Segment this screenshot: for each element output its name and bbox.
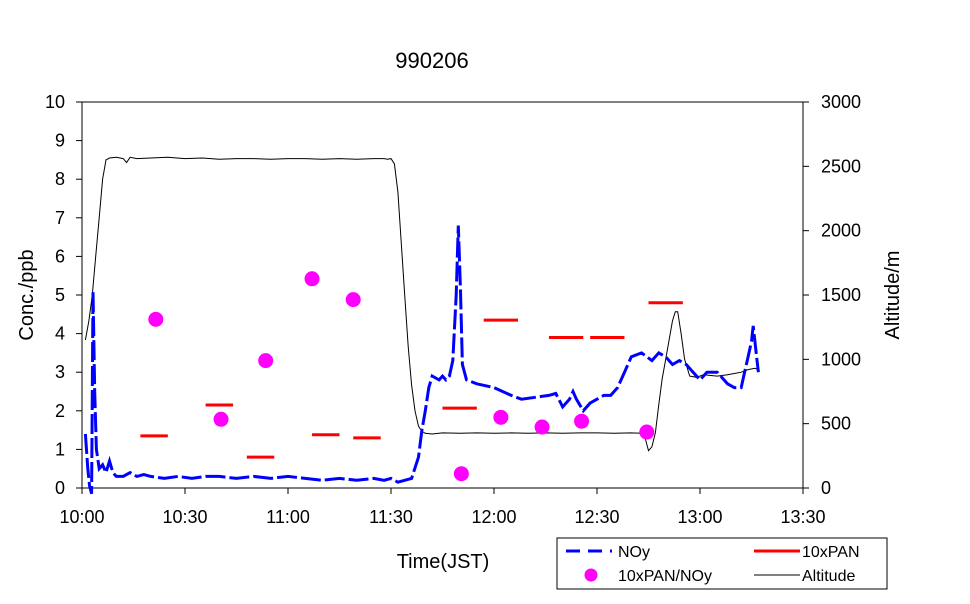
y2-tick-label: 0 bbox=[821, 478, 831, 498]
ratio-point bbox=[453, 466, 469, 482]
y2-tick-label: 2500 bbox=[821, 156, 861, 176]
y-tick-label: 2 bbox=[55, 401, 65, 421]
x-tick-label: 11:00 bbox=[266, 507, 310, 527]
y-axis-left: 0 1 2 3 4 5 6 7 8 9 10 bbox=[45, 92, 82, 498]
y2-tick-label: 2000 bbox=[821, 221, 861, 241]
y2-tick-label: 1500 bbox=[821, 285, 861, 305]
legend-label-ratio: 10xPAN/NOy bbox=[618, 568, 712, 585]
ratio-point bbox=[258, 353, 274, 369]
x-tick-label: 10:00 bbox=[59, 507, 104, 527]
legend: NOy 10xPAN 10xPAN/NOy Altitude bbox=[556, 537, 888, 590]
legend-swatch-ratio bbox=[584, 568, 598, 582]
legend-label-altitude: Altitude bbox=[802, 568, 855, 585]
x-axis: 10:00 10:30 11:00 11:30 12:00 12:30 13:00 13:30 bbox=[59, 488, 826, 527]
y-tick-label: 10 bbox=[45, 92, 65, 112]
noy-line bbox=[83, 225, 760, 495]
legend-label-pan: 10xPAN bbox=[802, 544, 860, 561]
x-tick-label: 10:30 bbox=[162, 507, 207, 527]
ratio-point bbox=[148, 311, 164, 327]
y-tick-label: 6 bbox=[55, 246, 65, 266]
y-tick-label: 0 bbox=[55, 478, 65, 498]
chart-title: 990206 bbox=[395, 48, 468, 73]
x-tick-label: 13:30 bbox=[780, 507, 825, 527]
y2-tick-label: 500 bbox=[821, 414, 851, 434]
legend-box bbox=[556, 537, 888, 590]
plot-series bbox=[83, 156, 760, 495]
y-axis-label: Conc./ppb bbox=[16, 249, 38, 340]
y-tick-label: 4 bbox=[55, 324, 65, 344]
x-tick-label: 12:00 bbox=[471, 507, 516, 527]
x-tick-label: 11:30 bbox=[369, 507, 413, 527]
y-axis-right: 0 500 1000 1500 2000 2500 3000 bbox=[803, 92, 861, 498]
ratio-point bbox=[493, 409, 509, 425]
y-tick-label: 7 bbox=[55, 208, 65, 228]
y2-tick-label: 3000 bbox=[821, 92, 861, 112]
y-tick-label: 1 bbox=[55, 439, 65, 459]
ratio-point bbox=[345, 292, 361, 308]
ratio-point bbox=[213, 411, 229, 427]
ratio-point bbox=[639, 424, 655, 440]
y-tick-label: 8 bbox=[55, 169, 65, 189]
x-tick-label: 12:30 bbox=[574, 507, 619, 527]
y-tick-label: 9 bbox=[55, 131, 65, 151]
y2-tick-label: 1000 bbox=[821, 349, 861, 369]
y2-axis-label: Altitude/m bbox=[882, 251, 904, 340]
legend-label-noy: NOy bbox=[618, 544, 650, 561]
ratio-point bbox=[534, 419, 550, 435]
plot-area bbox=[81, 101, 804, 489]
x-tick-label: 13:00 bbox=[677, 507, 722, 527]
ratio-point bbox=[574, 413, 590, 429]
ratio-point bbox=[304, 271, 320, 287]
x-axis-label: Time(JST) bbox=[397, 551, 490, 573]
y-tick-label: 3 bbox=[55, 362, 65, 382]
y-tick-label: 5 bbox=[55, 285, 65, 305]
